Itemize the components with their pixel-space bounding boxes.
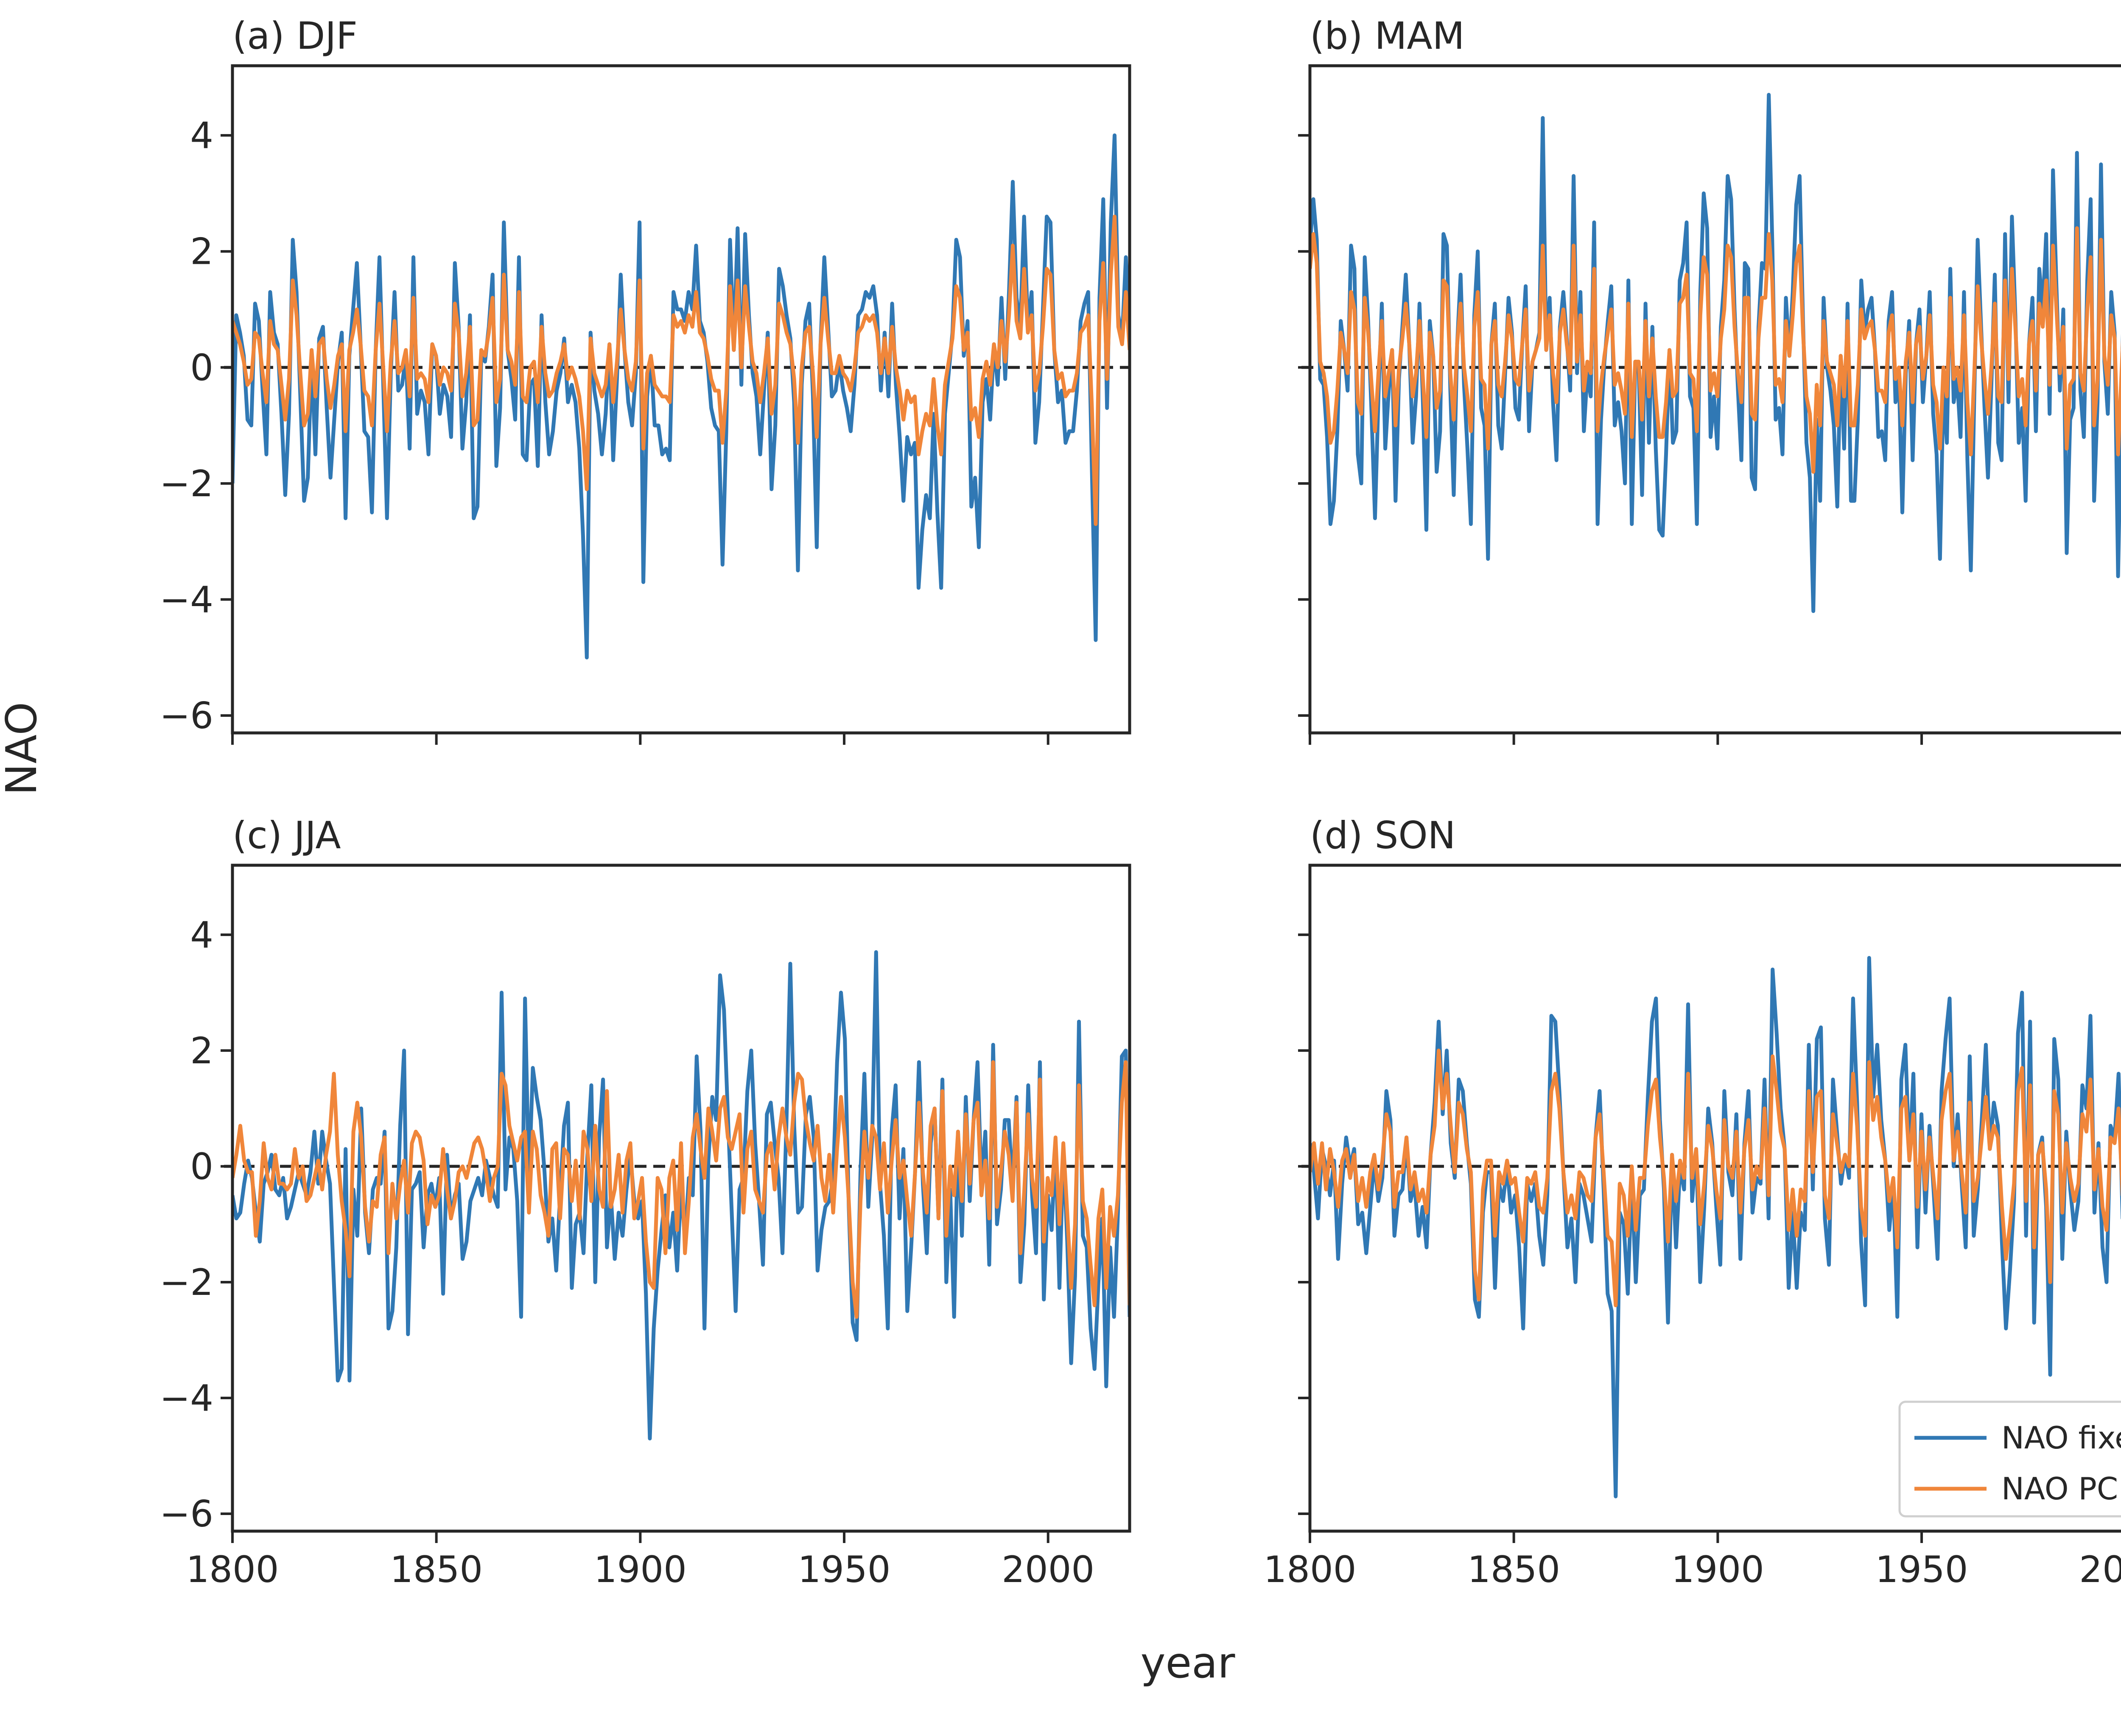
panel-title: (c) JJA	[232, 813, 341, 857]
y-tick-label: 4	[190, 115, 213, 157]
y-tick-label: −4	[159, 579, 213, 621]
x-tick-label: 1800	[186, 1549, 279, 1591]
y-tick-label: −2	[159, 1261, 213, 1304]
nao-figure: NAO year (a) DJF 4 2 0 −2 −4 −6 (b) MAM (c) JJA 4…	[0, 0, 2121, 1736]
legend-label: NAO fixed	[2001, 1420, 2121, 1456]
y-tick-label: −2	[159, 463, 213, 505]
x-axis-label: year	[1140, 1638, 1235, 1688]
x-tick-label: 1850	[390, 1549, 483, 1591]
x-tick-label: 1800	[1264, 1549, 1357, 1591]
x-tick-label: 2000	[1002, 1549, 1094, 1591]
panel-title: (d) SON	[1310, 813, 1455, 857]
series-line-nao-pc	[232, 1062, 1130, 1317]
x-tick-label: 1950	[798, 1549, 891, 1591]
series-group	[232, 135, 1130, 657]
x-tick-label: 1850	[1467, 1549, 1560, 1591]
y-tick-label: 4	[190, 914, 213, 956]
legend-label: NAO PC	[2001, 1471, 2118, 1507]
y-axis-label: NAO	[0, 702, 46, 795]
panel-title: (a) DJF	[232, 14, 358, 58]
y-tick-label: 2	[190, 231, 213, 273]
y-tick-label: −6	[159, 695, 213, 737]
x-tick-label: 1900	[594, 1549, 687, 1591]
x-tick-label: 2000	[2079, 1549, 2121, 1591]
y-tick-label: 0	[190, 347, 213, 389]
series-group	[232, 952, 1130, 1439]
y-tick-label: 0	[190, 1146, 213, 1188]
x-tick-label: 1950	[1875, 1549, 1968, 1591]
y-tick-label: −4	[159, 1377, 213, 1420]
y-tick-label: −6	[159, 1493, 213, 1535]
x-tick-label: 1900	[1671, 1549, 1764, 1591]
panel-4: (d) SON18001850190019502000NAO fixedNAO …	[1264, 813, 2121, 1591]
panel-3: (c) JJA 4 2 0 −2 −4 −6 1800 1850 1900 1950 2000	[159, 813, 1130, 1591]
series-group	[1310, 95, 2121, 611]
y-tick-label: 2	[190, 1030, 213, 1072]
panel-1: (a) DJF 4 2 0 −2 −4 −6	[159, 14, 1130, 745]
panels: (a) DJF 4 2 0 −2 −4 −6 (b) MAM (c) JJA 4 2 0 −2 −4 −6 1…	[159, 14, 2121, 1591]
legend: NAO fixed NAO PC	[1900, 1402, 2121, 1516]
series-line-nao-pc	[1310, 1027, 2121, 1305]
panel-title: (b) MAM	[1310, 14, 1465, 58]
panel-2: (b) MAM	[1298, 14, 2121, 745]
